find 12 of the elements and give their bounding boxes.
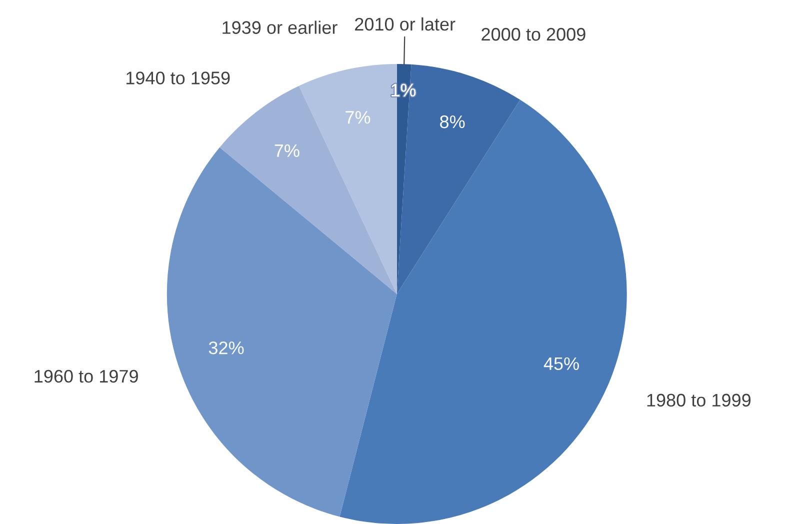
slice-label: 1940 to 1959: [126, 72, 230, 84]
data-label: 7%: [346, 111, 370, 124]
slice-label: 2010 or later: [355, 17, 456, 31]
data-label: 8%: [440, 115, 465, 128]
data-label: 7%: [274, 144, 300, 157]
slice-label: 2000 to 2009: [482, 28, 586, 41]
pie-slice: [340, 100, 627, 524]
slice-label: 1960 to 1979: [34, 370, 138, 383]
data-label: 45%: [544, 357, 579, 370]
data-label: 32%: [208, 341, 244, 354]
slice-label: 1980 to 1999: [647, 394, 751, 407]
slice-label: 1939 or earlier: [222, 20, 338, 34]
